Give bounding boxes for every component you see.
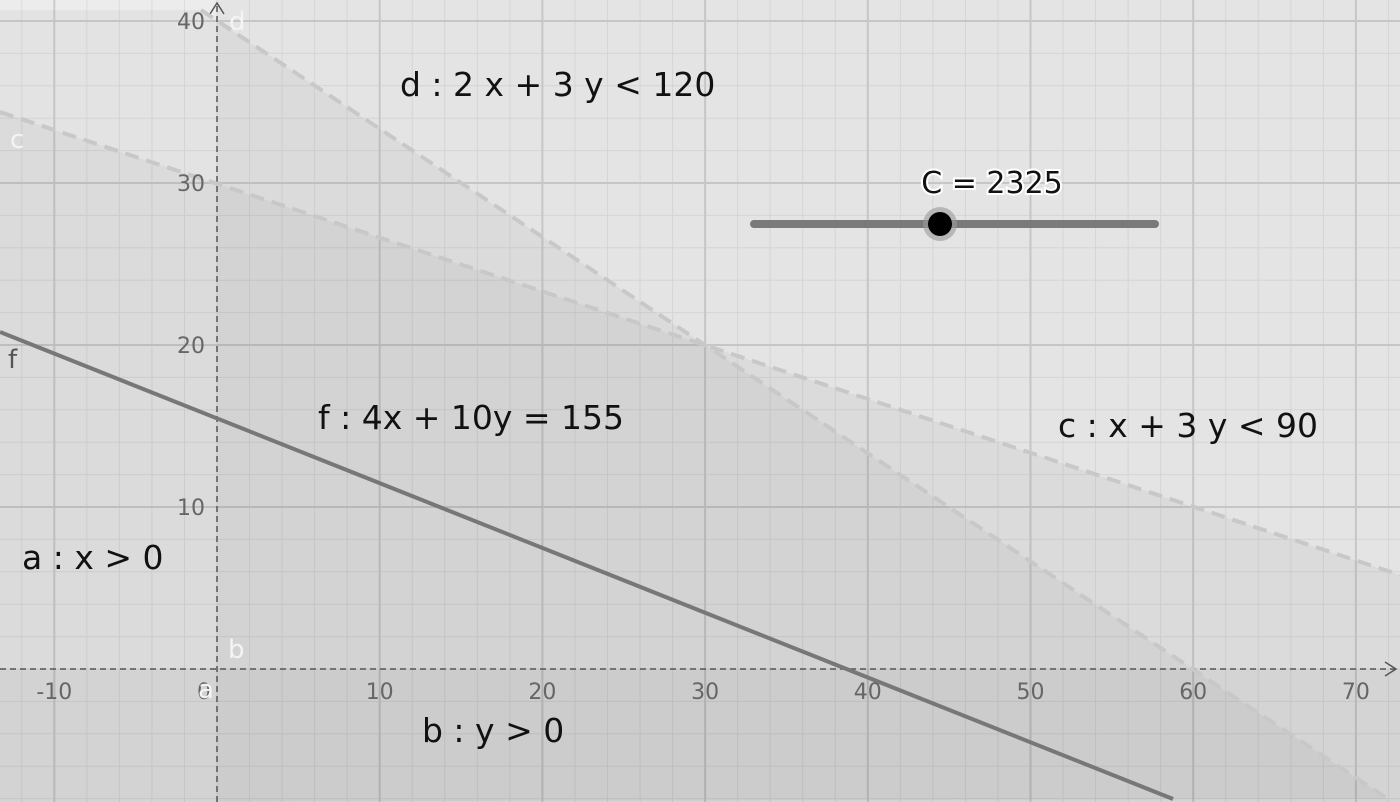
y-tick-label: 10 [177,496,205,521]
x-tick-label: 20 [528,680,556,705]
line-name: c [10,125,24,155]
x-tick-label: 0 [197,680,211,705]
y-tick-label: 30 [177,172,205,197]
slider-knob[interactable] [928,212,952,236]
line-name: b [228,635,245,665]
equation-label: f : 4x + 10y = 155 [318,398,624,437]
x-tick-label: 50 [1017,680,1045,705]
x-tick-label: 70 [1342,680,1370,705]
equation-label: a : x > 0 [22,538,163,577]
line-c [0,110,1400,577]
x-axis-arrow [1384,661,1398,677]
y-axis-arrow [209,1,225,15]
line-name: f [8,345,18,375]
y-tick-label: 40 [177,10,205,35]
x-tick-label: 30 [691,680,719,705]
line-name: a [198,675,214,705]
line-name: d [229,7,246,37]
equation-label: c : x + 3 y < 90 [1058,406,1318,445]
equation-label: d : 2 x + 3 y < 120 [400,65,715,104]
tick-labels: -10 0 10 20 30 40 50 60 70 10 20 30 40 [36,10,1370,705]
x-tick-label: -10 [36,680,72,705]
slider-label: C = 2325 [921,166,1063,201]
x-tick-label: 40 [854,680,882,705]
line-d [199,8,1390,801]
x-tick-label: 60 [1179,680,1207,705]
line-f [0,330,1174,801]
y-tick-label: 20 [177,334,205,359]
equation-label: b : y > 0 [422,711,564,750]
x-tick-label: 10 [366,680,394,705]
